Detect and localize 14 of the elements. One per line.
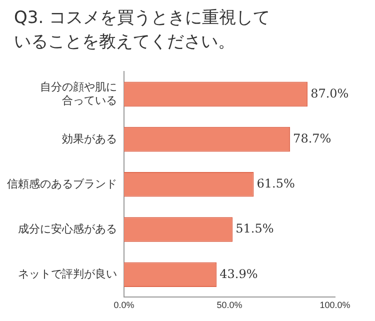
chart-title: Q3. コスメを買うときに重視していることを教えてください。 (14, 7, 272, 54)
data-label: 51.5% (236, 222, 274, 236)
data-label: 78.7% (293, 131, 332, 146)
data-label: 87.0% (310, 86, 349, 100)
y-tick-label: ネットで評判が良い (18, 268, 117, 281)
x-tick-label: 50.0% (216, 300, 242, 310)
y-tick-label: 自分の顔や肌に合っている (40, 80, 117, 107)
y-tick-label: 信頼感のあるブランド (7, 177, 117, 190)
data-label: 61.5% (256, 176, 295, 191)
data-label: 43.9% (220, 266, 258, 281)
y-tick-label: 成分に安心感がある (18, 222, 117, 236)
y-tick-label: 効果がある (62, 132, 117, 146)
x-tick-label: 0.0% (114, 300, 134, 310)
x-tick-label: 100.0% (320, 300, 350, 310)
